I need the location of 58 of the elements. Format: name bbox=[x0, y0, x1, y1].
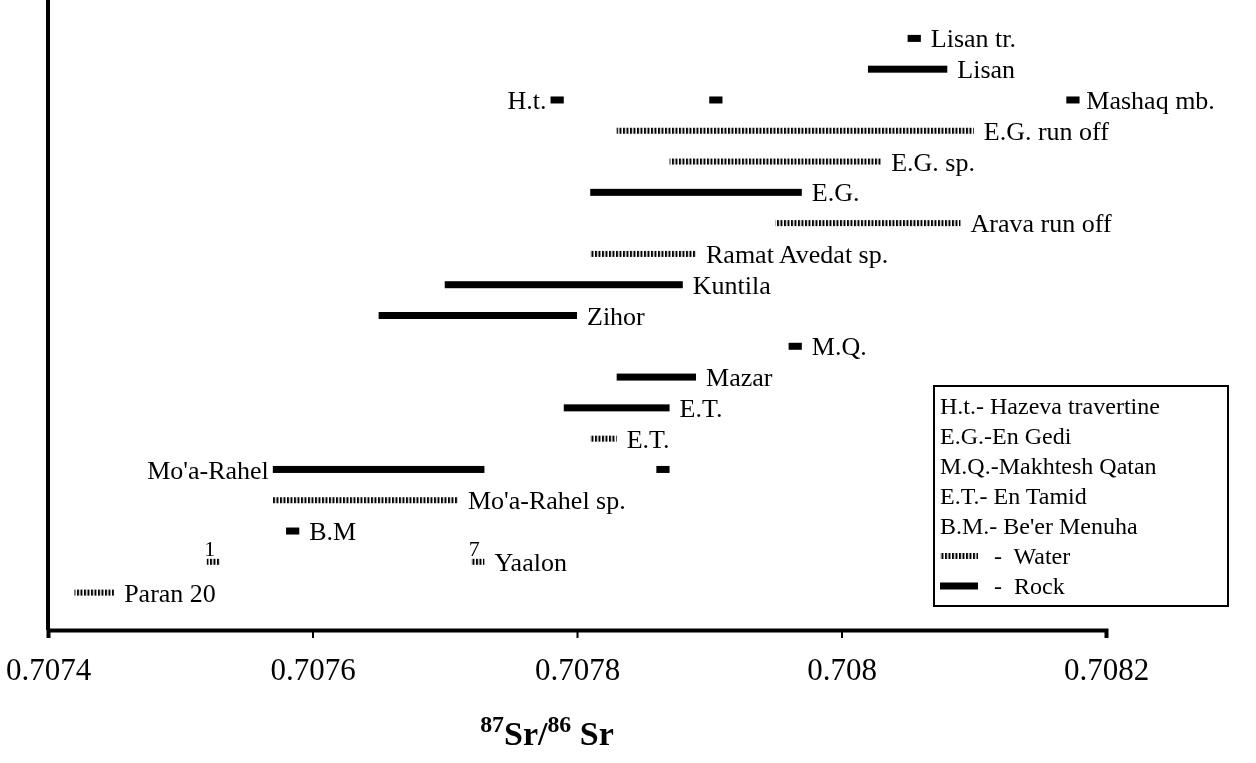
bar bbox=[590, 188, 802, 196]
y-tick-label: Mo'a-Rahel bbox=[147, 455, 269, 485]
bar bbox=[444, 281, 683, 289]
bar bbox=[616, 127, 974, 134]
y-tick-label: E.G. run off bbox=[983, 116, 1110, 146]
bar bbox=[788, 342, 802, 350]
y-tick-label: Mo'a-Rahel sp. bbox=[467, 486, 626, 516]
y-tick-label: Kuntila bbox=[692, 270, 772, 300]
y-tick-label: Mazar bbox=[706, 363, 773, 393]
bar bbox=[616, 373, 697, 381]
annotation: B.M.- Be'er Menuha bbox=[940, 513, 1138, 540]
y-tick-label: E.T. bbox=[679, 393, 723, 423]
y-tick-label: Lisan tr. bbox=[930, 24, 1017, 54]
bar bbox=[775, 220, 961, 227]
y-tick-label: Paran 20 bbox=[124, 578, 216, 608]
x-tick-label: 0.7076 bbox=[270, 652, 356, 688]
y-tick-label: H.t. bbox=[507, 86, 547, 116]
y-tick-label: E.G. sp. bbox=[891, 147, 975, 177]
bar bbox=[550, 96, 564, 104]
y-tick-label: B.M bbox=[309, 517, 357, 547]
bar bbox=[378, 312, 577, 319]
y-tick-label: Zihor bbox=[587, 301, 646, 331]
annotation: Mashaq mb. bbox=[1086, 86, 1215, 116]
bar bbox=[206, 558, 220, 565]
x-tick-label: 0.7082 bbox=[1063, 652, 1150, 688]
y-tick-label: E.G. bbox=[811, 178, 860, 208]
bar bbox=[656, 465, 670, 473]
bar bbox=[286, 527, 300, 535]
bar bbox=[272, 497, 458, 504]
annotation: 7 bbox=[468, 535, 480, 561]
bar bbox=[590, 250, 697, 257]
annotation: M.Q.-Makhtesh Qatan bbox=[940, 453, 1157, 480]
bar bbox=[907, 34, 921, 42]
x-tick-label: 0.708 bbox=[807, 652, 877, 688]
y-tick-label: Yaalon bbox=[494, 547, 567, 577]
annotation: H.t.- Hazeva travertine bbox=[940, 393, 1160, 420]
bar bbox=[590, 435, 617, 442]
y-tick-label: M.Q. bbox=[811, 332, 867, 362]
annotation: E.T.- En Tamid bbox=[940, 483, 1087, 510]
x-tick-label: 0.7078 bbox=[534, 652, 621, 688]
bar bbox=[74, 589, 115, 596]
bar bbox=[272, 465, 485, 473]
bar bbox=[709, 96, 723, 104]
bar bbox=[563, 404, 670, 412]
legend-label: - Rock bbox=[994, 573, 1065, 600]
bar bbox=[471, 558, 485, 565]
legend-label: - Water bbox=[994, 543, 1071, 570]
x-axis-title: $^{87}$Sr/$^{86}$ Sr bbox=[480, 711, 614, 752]
bar bbox=[867, 65, 948, 73]
y-tick-label: Ramat Avedat sp. bbox=[706, 240, 889, 270]
bar bbox=[669, 158, 882, 165]
y-tick-label: Arava run off bbox=[970, 209, 1112, 239]
x-tick-label: 0.7074 bbox=[5, 652, 92, 688]
annotation: E.G.-En Gedi bbox=[940, 423, 1072, 450]
annotation: 1 bbox=[204, 535, 216, 561]
bar bbox=[1066, 96, 1080, 104]
y-tick-label: Lisan bbox=[957, 55, 1016, 85]
y-tick-label: E.T. bbox=[626, 424, 670, 454]
